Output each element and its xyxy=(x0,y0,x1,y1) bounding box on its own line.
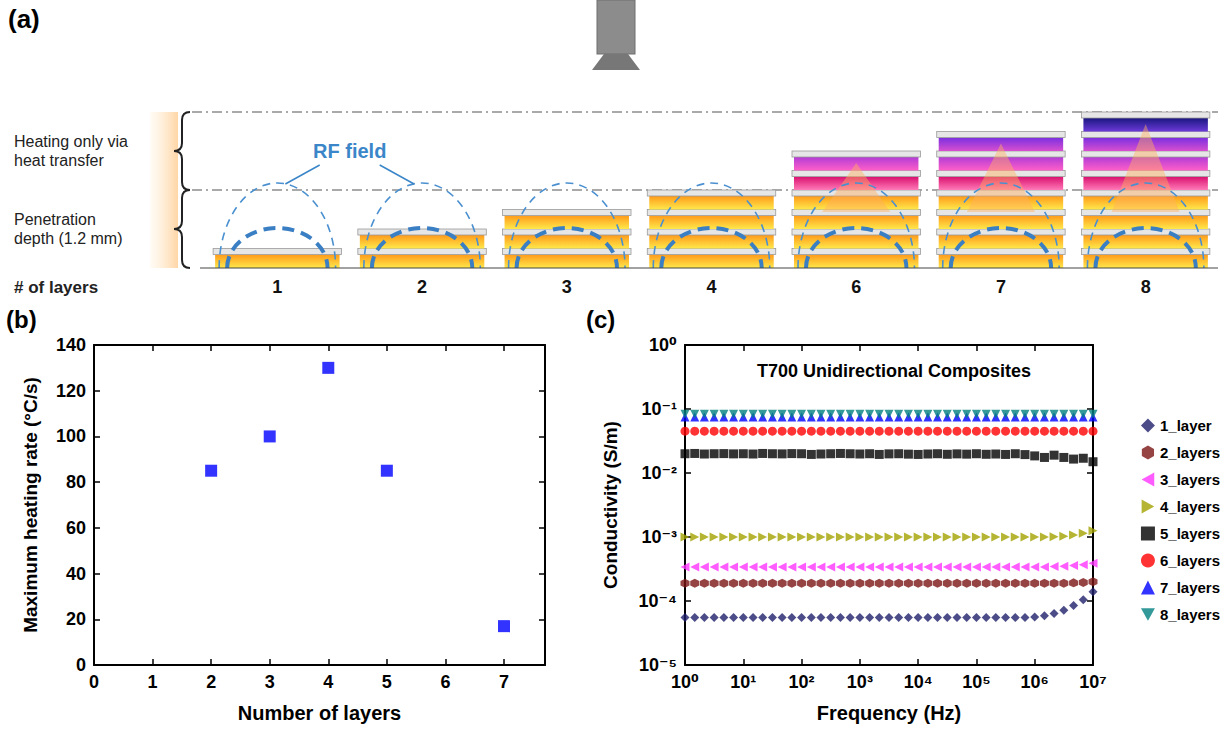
svg-text:8_layers: 8_layers xyxy=(1160,606,1220,623)
svg-text:4_layers: 4_layers xyxy=(1160,498,1220,515)
svg-text:10²: 10² xyxy=(789,672,815,692)
svg-text:Frequency (Hz): Frequency (Hz) xyxy=(817,702,961,724)
svg-text:(b): (b) xyxy=(6,306,37,333)
svg-text:10⁻⁴: 10⁻⁴ xyxy=(639,591,677,611)
svg-text:10⁻⁵: 10⁻⁵ xyxy=(639,655,677,675)
svg-text:40: 40 xyxy=(66,564,86,584)
svg-text:7: 7 xyxy=(996,277,1006,297)
svg-text:Maximum heating rate (°C/s): Maximum heating rate (°C/s) xyxy=(20,377,41,633)
svg-text:10⁶: 10⁶ xyxy=(1021,672,1049,692)
svg-text:7_layers: 7_layers xyxy=(1160,579,1220,596)
svg-text:5: 5 xyxy=(382,672,392,692)
svg-text:2: 2 xyxy=(206,672,216,692)
svg-text:120: 120 xyxy=(56,381,86,401)
svg-text:5_layers: 5_layers xyxy=(1160,525,1220,542)
svg-text:20: 20 xyxy=(66,609,86,629)
svg-text:10¹: 10¹ xyxy=(730,672,756,692)
svg-text:10⁻³: 10⁻³ xyxy=(641,527,677,547)
svg-text:Number of layers: Number of layers xyxy=(238,702,401,724)
svg-text:7: 7 xyxy=(499,672,509,692)
svg-text:# of layers: # of layers xyxy=(14,278,98,297)
svg-text:140: 140 xyxy=(56,335,86,355)
svg-text:1_layer: 1_layer xyxy=(1160,417,1212,434)
svg-text:1: 1 xyxy=(148,672,158,692)
svg-text:Heating only viaheat transfer: Heating only viaheat transfer xyxy=(14,133,128,169)
svg-text:10⁻¹: 10⁻¹ xyxy=(641,399,677,419)
svg-text:Penetrationdepth (1.2 mm): Penetrationdepth (1.2 mm) xyxy=(14,211,122,247)
svg-text:6: 6 xyxy=(440,672,450,692)
svg-text:2_layers: 2_layers xyxy=(1160,444,1220,461)
svg-text:10⁻²: 10⁻² xyxy=(641,463,677,483)
svg-text:4: 4 xyxy=(323,672,333,692)
svg-text:0: 0 xyxy=(76,655,86,675)
svg-text:(c): (c) xyxy=(586,306,615,333)
svg-text:6_layers: 6_layers xyxy=(1160,552,1220,569)
svg-text:Conductivity (S/m): Conductivity (S/m) xyxy=(600,421,621,589)
svg-text:10⁴: 10⁴ xyxy=(904,672,933,692)
svg-text:10⁰: 10⁰ xyxy=(649,335,677,355)
svg-text:60: 60 xyxy=(66,518,86,538)
svg-text:8: 8 xyxy=(1141,277,1151,297)
svg-text:0: 0 xyxy=(89,672,99,692)
svg-text:10³: 10³ xyxy=(847,672,873,692)
svg-text:(a): (a) xyxy=(8,4,40,34)
svg-text:2: 2 xyxy=(417,277,427,297)
svg-text:1: 1 xyxy=(272,277,282,297)
svg-text:80: 80 xyxy=(66,472,86,492)
svg-text:6: 6 xyxy=(851,277,861,297)
svg-text:100: 100 xyxy=(56,426,86,446)
svg-text:10⁷: 10⁷ xyxy=(1079,672,1106,692)
svg-text:10⁵: 10⁵ xyxy=(962,672,990,692)
svg-text:3: 3 xyxy=(265,672,275,692)
svg-text:4: 4 xyxy=(706,277,716,297)
svg-text:3: 3 xyxy=(562,277,572,297)
svg-text:3_layers: 3_layers xyxy=(1160,471,1220,488)
svg-text:T700 Unidirectional Composites: T700 Unidirectional Composites xyxy=(757,361,1031,381)
svg-text:RF field: RF field xyxy=(313,140,386,162)
svg-text:10⁰: 10⁰ xyxy=(671,672,699,692)
